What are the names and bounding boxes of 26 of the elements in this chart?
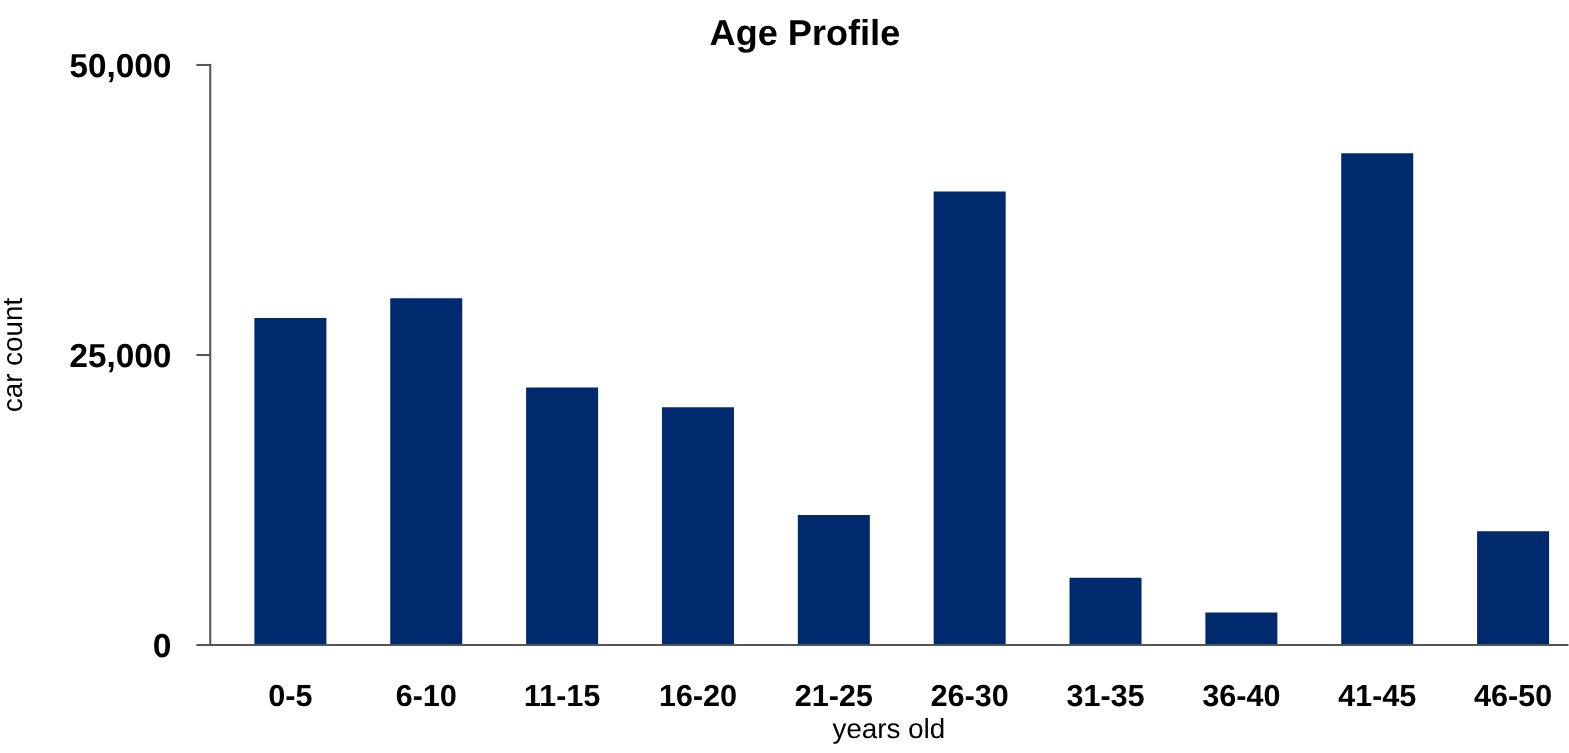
bar — [1477, 531, 1550, 646]
x-tick-label: 36-40 — [1203, 684, 1280, 707]
x-tick-label: 0-5 — [269, 684, 312, 707]
bar — [1069, 577, 1142, 646]
y-tick-label: 50,000 — [70, 53, 170, 83]
bar — [1205, 612, 1278, 646]
x-tick-label: 6-10 — [396, 684, 456, 707]
x-tick-label: 11-15 — [525, 685, 600, 707]
x-tick-label: 46-50 — [1474, 684, 1551, 707]
bar — [1341, 153, 1414, 646]
bar — [933, 191, 1006, 646]
x-tick-label: 16-20 — [660, 684, 736, 707]
bar — [661, 407, 734, 646]
y-tick-label: 0 — [154, 633, 170, 658]
x-tick-label: 21-25 — [795, 684, 873, 707]
bar — [797, 515, 870, 646]
x-tick-label: 26-30 — [931, 684, 1008, 707]
x-axis-title: years old — [832, 717, 944, 744]
bar — [254, 317, 327, 646]
chart-title: Age Profile — [710, 18, 899, 53]
x-tick-label: 41-45 — [1338, 685, 1416, 707]
y-axis-title: car count — [4, 298, 23, 411]
y-tick-label: 25,000 — [70, 343, 170, 373]
x-tick-label: 31-35 — [1067, 684, 1144, 707]
bar — [526, 387, 599, 646]
bar — [390, 298, 463, 646]
